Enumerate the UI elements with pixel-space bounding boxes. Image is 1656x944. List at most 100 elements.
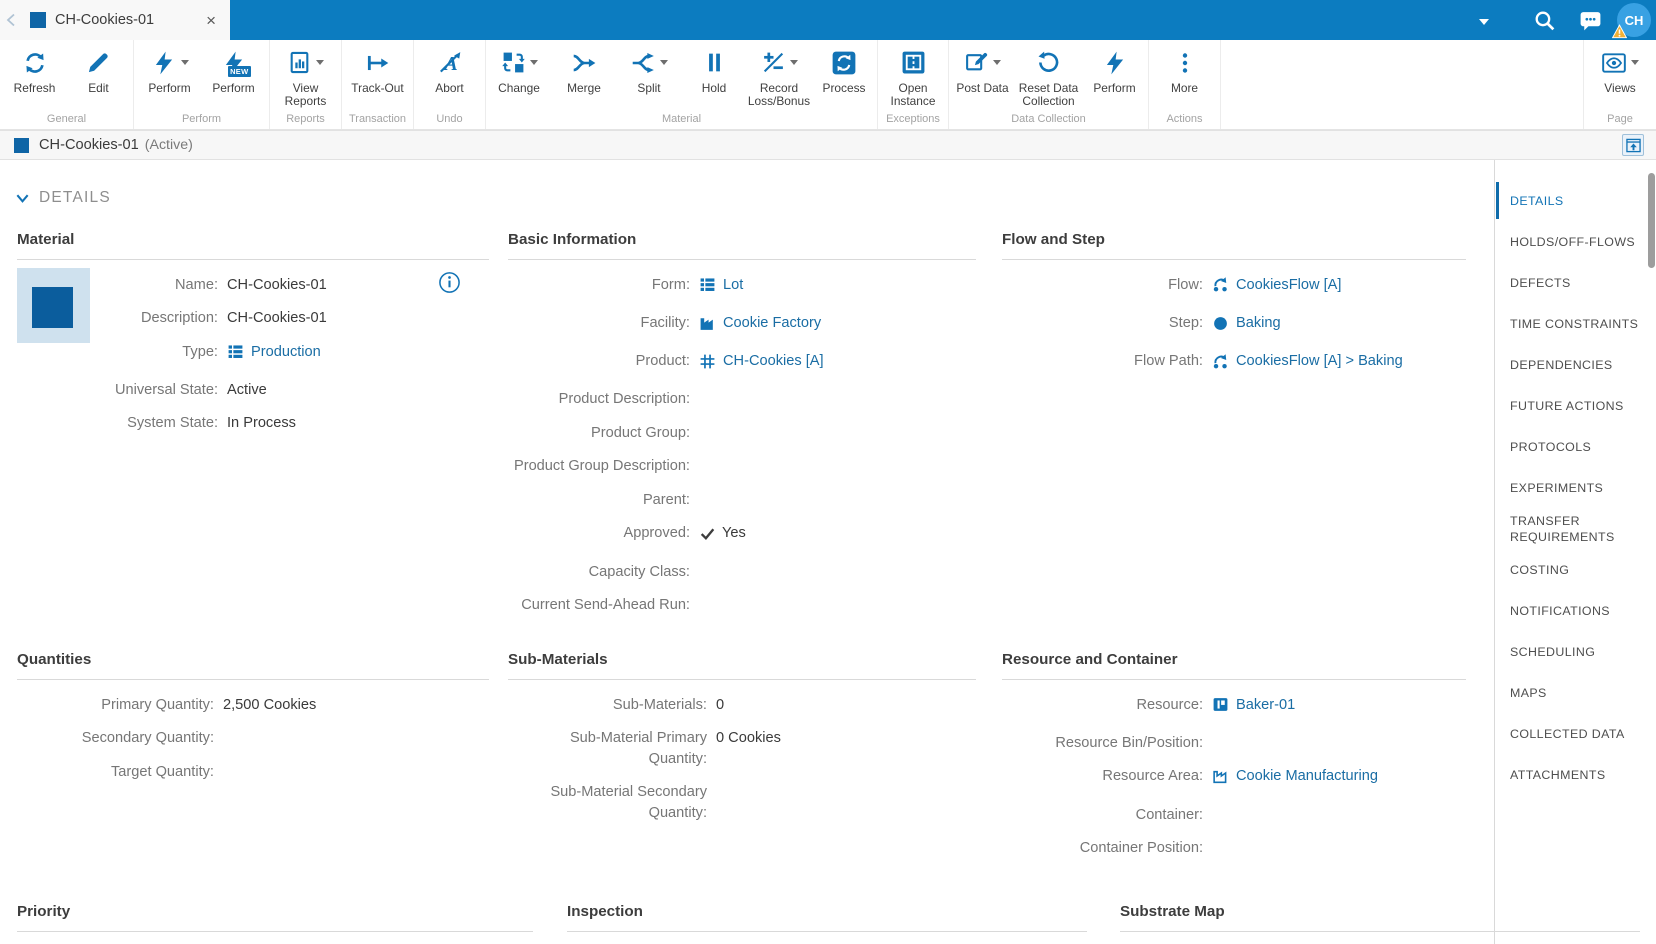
edit-pencil-icon: [86, 46, 111, 79]
field-value: [1212, 726, 1466, 760]
merge-button[interactable]: Merge: [552, 46, 617, 129]
topbar-dropdown-caret-icon[interactable]: [1471, 5, 1497, 36]
view-reports-button[interactable]: View Reports: [270, 46, 341, 129]
perform-button[interactable]: Perform: [138, 46, 202, 129]
reset-icon: [1036, 46, 1061, 79]
field-value: 2,500 Cookies: [223, 696, 317, 713]
sidebar-item-experiments[interactable]: EXPERIMENTS: [1510, 480, 1604, 495]
flow-path-link[interactable]: CookiesFlow [A] > Baking: [1212, 351, 1403, 372]
search-icon[interactable]: [1521, 0, 1567, 40]
tab-ch-cookies-01[interactable]: CH-Cookies-01 ×: [24, 0, 230, 40]
field-value: [223, 722, 489, 756]
field-label: Resource Area:: [1102, 768, 1203, 785]
field-value: [699, 450, 976, 484]
step-link[interactable]: Baking: [1212, 313, 1281, 334]
resource-link[interactable]: Baker-01: [1212, 695, 1295, 716]
ribbon-group-undo: Abort Undo: [414, 40, 486, 129]
details-section-toggle[interactable]: DETAILS: [15, 189, 111, 207]
status-badge: (Active): [144, 137, 193, 153]
sidebar-item-time-constraints[interactable]: TIME CONSTRAINTS: [1510, 316, 1639, 331]
reset-data-collection-button[interactable]: Reset Data Collection: [1016, 46, 1082, 129]
chevron-down-icon: [15, 191, 30, 206]
sidebar-item-collected-data[interactable]: COLLECTED DATA: [1510, 726, 1625, 741]
field-value: [716, 776, 976, 830]
post-data-icon: [964, 46, 1001, 79]
resource-area-link[interactable]: Cookie Manufacturing: [1212, 766, 1378, 787]
views-button[interactable]: Views: [1585, 46, 1656, 129]
field-value: [223, 755, 489, 789]
abort-button[interactable]: Abort: [414, 46, 485, 129]
field-value: 0 Cookies: [716, 730, 781, 746]
new-badge: NEW: [228, 66, 251, 77]
section-title: Quantities: [17, 650, 489, 680]
post-data-button[interactable]: Post Data: [950, 46, 1016, 129]
sidebar-item-transfer-requirements[interactable]: TRANSFER REQUIREMENTS: [1510, 513, 1615, 544]
edit-button[interactable]: Edit: [67, 46, 131, 129]
field-value: [699, 483, 976, 517]
scrollbar-thumb[interactable]: [1648, 173, 1655, 268]
plus-minus-icon: [761, 46, 798, 79]
sidebar-item-defects[interactable]: DEFECTS: [1510, 275, 1571, 290]
flow-link[interactable]: CookiesFlow [A]: [1212, 275, 1341, 296]
refresh-button[interactable]: Refresh: [3, 46, 67, 129]
section-basic-information: Basic Information Form: Lot Facility: Co…: [508, 230, 976, 622]
sidebar-item-maps[interactable]: MAPS: [1510, 685, 1547, 700]
ribbon-spacer: [1221, 40, 1583, 129]
sidebar-item-protocols[interactable]: PROTOCOLS: [1510, 439, 1592, 454]
tab-close-icon[interactable]: ×: [202, 10, 220, 31]
sidebar-item-holds-off-flows[interactable]: HOLDS/OFF-FLOWS: [1510, 234, 1636, 249]
avatar-initials: CH: [1624, 12, 1644, 28]
change-button[interactable]: Change: [487, 46, 552, 129]
factory-outline-icon: [1212, 768, 1229, 785]
back-chevron-icon[interactable]: [0, 0, 24, 40]
hold-button[interactable]: Hold: [682, 46, 747, 129]
check-icon: [699, 525, 716, 542]
section-title: Flow and Step: [1002, 230, 1466, 260]
record-loss-bonus-button[interactable]: Record Loss/Bonus: [747, 46, 812, 129]
group-label-general: General: [46, 113, 87, 125]
type-link[interactable]: Production: [227, 342, 321, 363]
sidebar-item-details[interactable]: DETAILS: [1495, 180, 1646, 221]
form-link[interactable]: Lot: [699, 275, 743, 296]
field-label: Product Group:: [591, 424, 690, 441]
lightning-icon: [1102, 46, 1128, 79]
field-label: Resource Bin/Position:: [1055, 734, 1203, 751]
material-thumbnail: [17, 268, 90, 343]
section-title: Priority: [17, 902, 533, 932]
more-button[interactable]: More: [1149, 46, 1220, 129]
perform-dc-button[interactable]: Perform: [1082, 46, 1148, 129]
sidebar-item-attachments[interactable]: ATTACHMENTS: [1510, 767, 1606, 782]
sidebar-item-costing[interactable]: COSTING: [1510, 562, 1570, 577]
chat-icon[interactable]: [1567, 0, 1613, 40]
ribbon-group-actions: More Actions: [1149, 40, 1221, 129]
field-label: Sub-Material Secondary Quantity:: [550, 784, 707, 821]
section-title: Basic Information: [508, 230, 976, 260]
field-label: Type:: [182, 343, 218, 360]
process-button[interactable]: Process: [812, 46, 877, 129]
split-button[interactable]: Split: [617, 46, 682, 129]
sidebar-item-notifications[interactable]: NOTIFICATIONS: [1510, 603, 1610, 618]
abort-icon: [437, 46, 463, 79]
dropdown-caret-icon: [1631, 60, 1639, 65]
avatar[interactable]: CH: [1617, 3, 1651, 37]
popout-icon[interactable]: [1622, 134, 1644, 156]
vertical-scrollbar[interactable]: [1647, 160, 1656, 944]
flow-icon: [1212, 353, 1229, 370]
perform-new-button[interactable]: NEW Perform: [202, 46, 266, 129]
product-link[interactable]: CH-Cookies [A]: [699, 351, 824, 372]
approved-value: Yes: [699, 523, 746, 544]
facility-link[interactable]: Cookie Factory: [699, 313, 821, 334]
tab-title: CH-Cookies-01: [55, 12, 155, 28]
sidebar-item-future-actions[interactable]: FUTURE ACTIONS: [1510, 398, 1624, 413]
open-instance-button[interactable]: Open Instance: [878, 46, 949, 129]
ribbon-group-general: Refresh Edit General: [0, 40, 134, 129]
material-square-icon: [30, 12, 46, 28]
group-label-material: Material: [661, 113, 702, 125]
sidebar-item-dependencies[interactable]: DEPENDENCIES: [1510, 357, 1613, 372]
info-icon[interactable]: [438, 271, 461, 294]
sidebar-item-scheduling[interactable]: SCHEDULING: [1510, 644, 1596, 659]
track-out-button[interactable]: Track-Out: [342, 46, 413, 129]
section-quantities: Quantities Primary Quantity: 2,500 Cooki…: [17, 650, 489, 789]
ribbon-group-exceptions: Open Instance Exceptions: [878, 40, 949, 129]
field-value: In Process: [227, 415, 296, 432]
